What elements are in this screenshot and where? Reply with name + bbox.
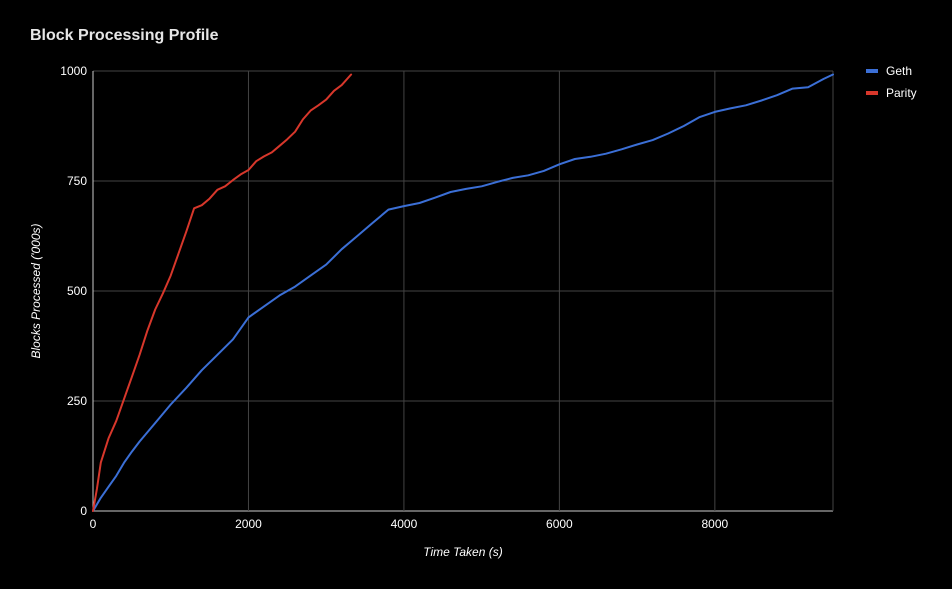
x-tick-label: 6000 (546, 517, 573, 531)
x-tick-label: 2000 (235, 517, 262, 531)
y-tick-label: 1000 (60, 64, 87, 78)
y-tick-label: 750 (67, 174, 87, 188)
series-lines (92, 73, 834, 512)
y-tick-label: 250 (67, 394, 87, 408)
y-tick-label: 0 (80, 504, 87, 518)
grid-lines (92, 70, 834, 512)
x-tick-label: 0 (90, 517, 97, 531)
x-axis-title: Time Taken (s) (423, 545, 502, 559)
chart-title: Block Processing Profile (30, 27, 219, 44)
y-axis-title: Blocks Processed ('000s) (29, 223, 43, 358)
series-line-parity (92, 73, 353, 512)
series-line-geth (92, 73, 834, 512)
legend-swatch-geth (866, 69, 878, 73)
legend: Geth Parity (866, 64, 917, 100)
tick-labels: 0 250 500 750 1000 0 2000 4000 6000 8000 (60, 64, 728, 531)
legend-label-geth: Geth (886, 64, 912, 78)
legend-swatch-parity (866, 91, 878, 95)
x-tick-label: 8000 (701, 517, 728, 531)
legend-label-parity: Parity (886, 86, 917, 100)
x-tick-label: 4000 (391, 517, 418, 531)
y-tick-label: 500 (67, 284, 87, 298)
